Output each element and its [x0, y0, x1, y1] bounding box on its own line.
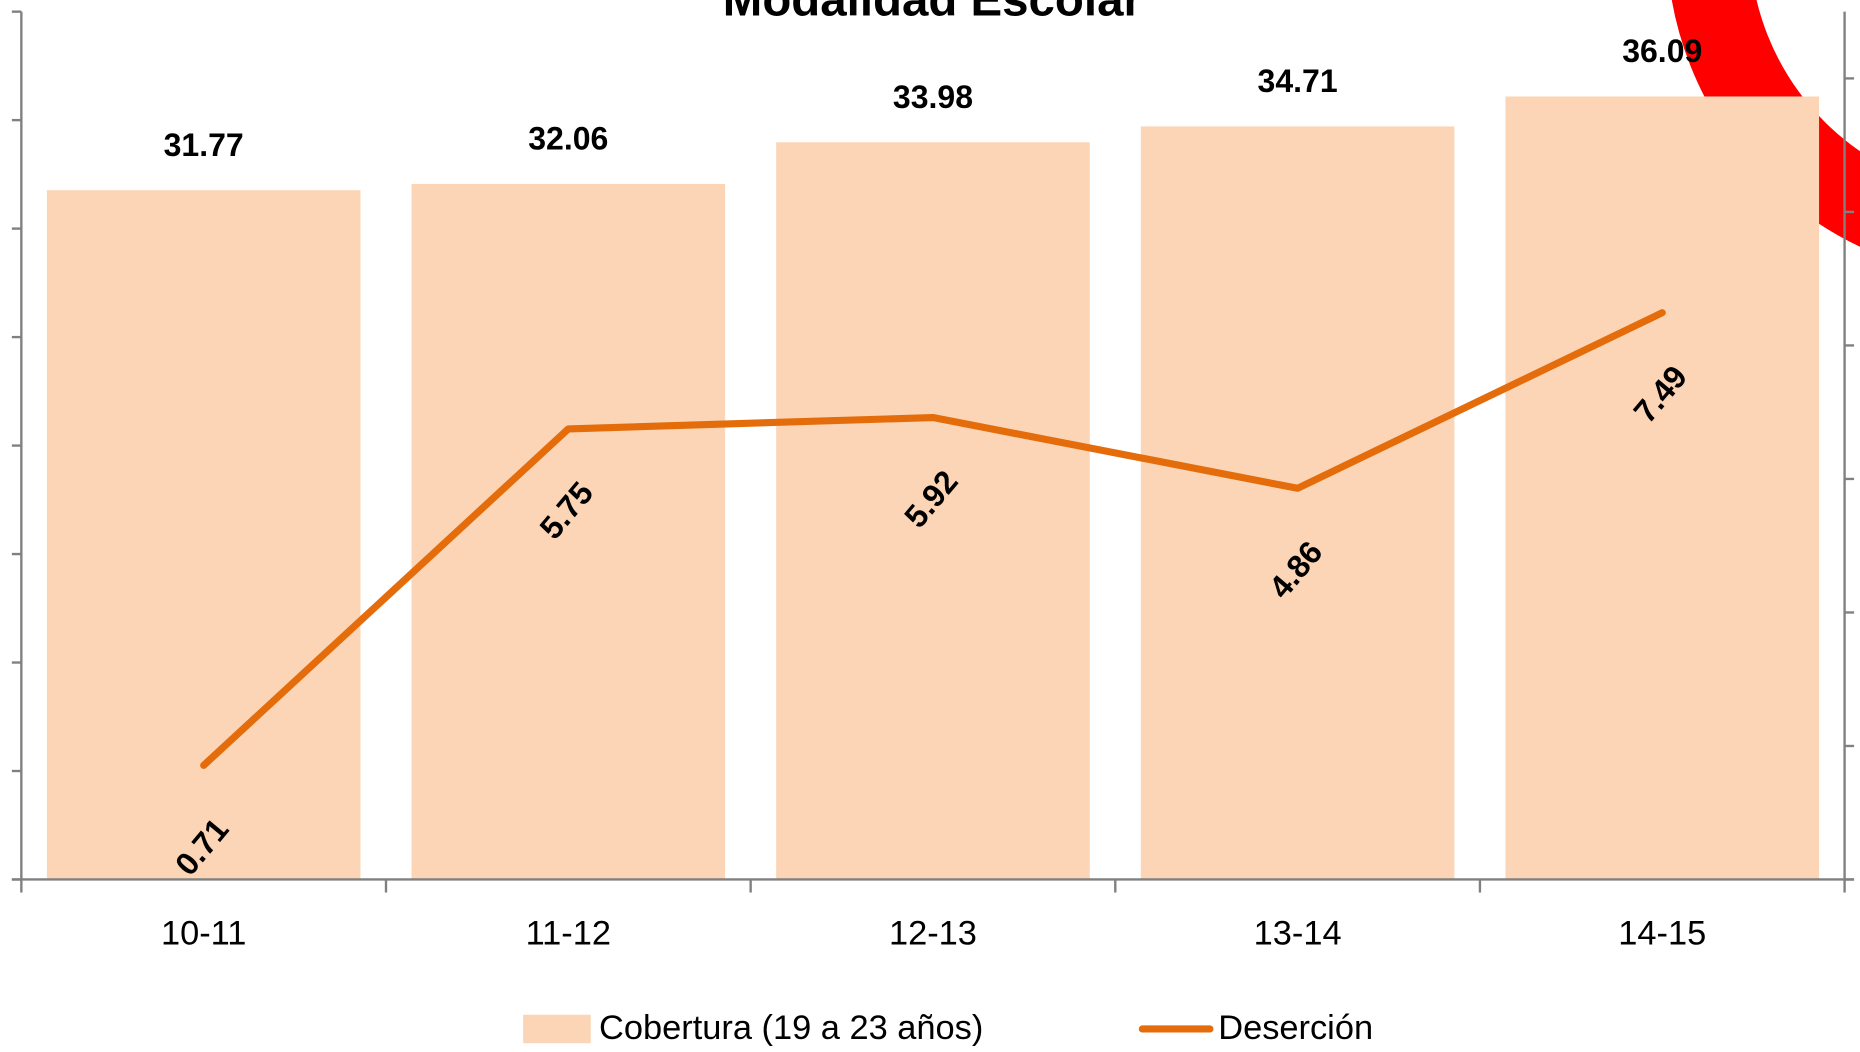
chart: Modalidad Escolar 31.77 32.06 33.98 34.71 36…: [0, 0, 1860, 1052]
legend-label: Cobertura (19 a 23 años): [599, 1009, 983, 1047]
data-label: 33.98: [893, 79, 973, 115]
x-tick-label: 10-11: [161, 914, 246, 952]
data-label: 32.06: [528, 121, 608, 157]
x-tick-label: 14-15: [1618, 914, 1706, 952]
data-label: 36.09: [1622, 33, 1702, 69]
chart-title: Modalidad Escolar: [723, 0, 1142, 26]
legend-label: Deserción: [1218, 1009, 1373, 1047]
bar: [47, 190, 361, 879]
bar: [1141, 126, 1455, 879]
x-tick-label: 13-14: [1254, 914, 1342, 952]
data-label: 34.71: [1258, 63, 1338, 99]
legend-swatch: [523, 1015, 591, 1043]
data-label: 31.77: [164, 127, 244, 163]
x-tick-label: 11-12: [526, 914, 611, 952]
bar: [1505, 96, 1819, 879]
x-tick-label: 12-13: [889, 914, 977, 952]
